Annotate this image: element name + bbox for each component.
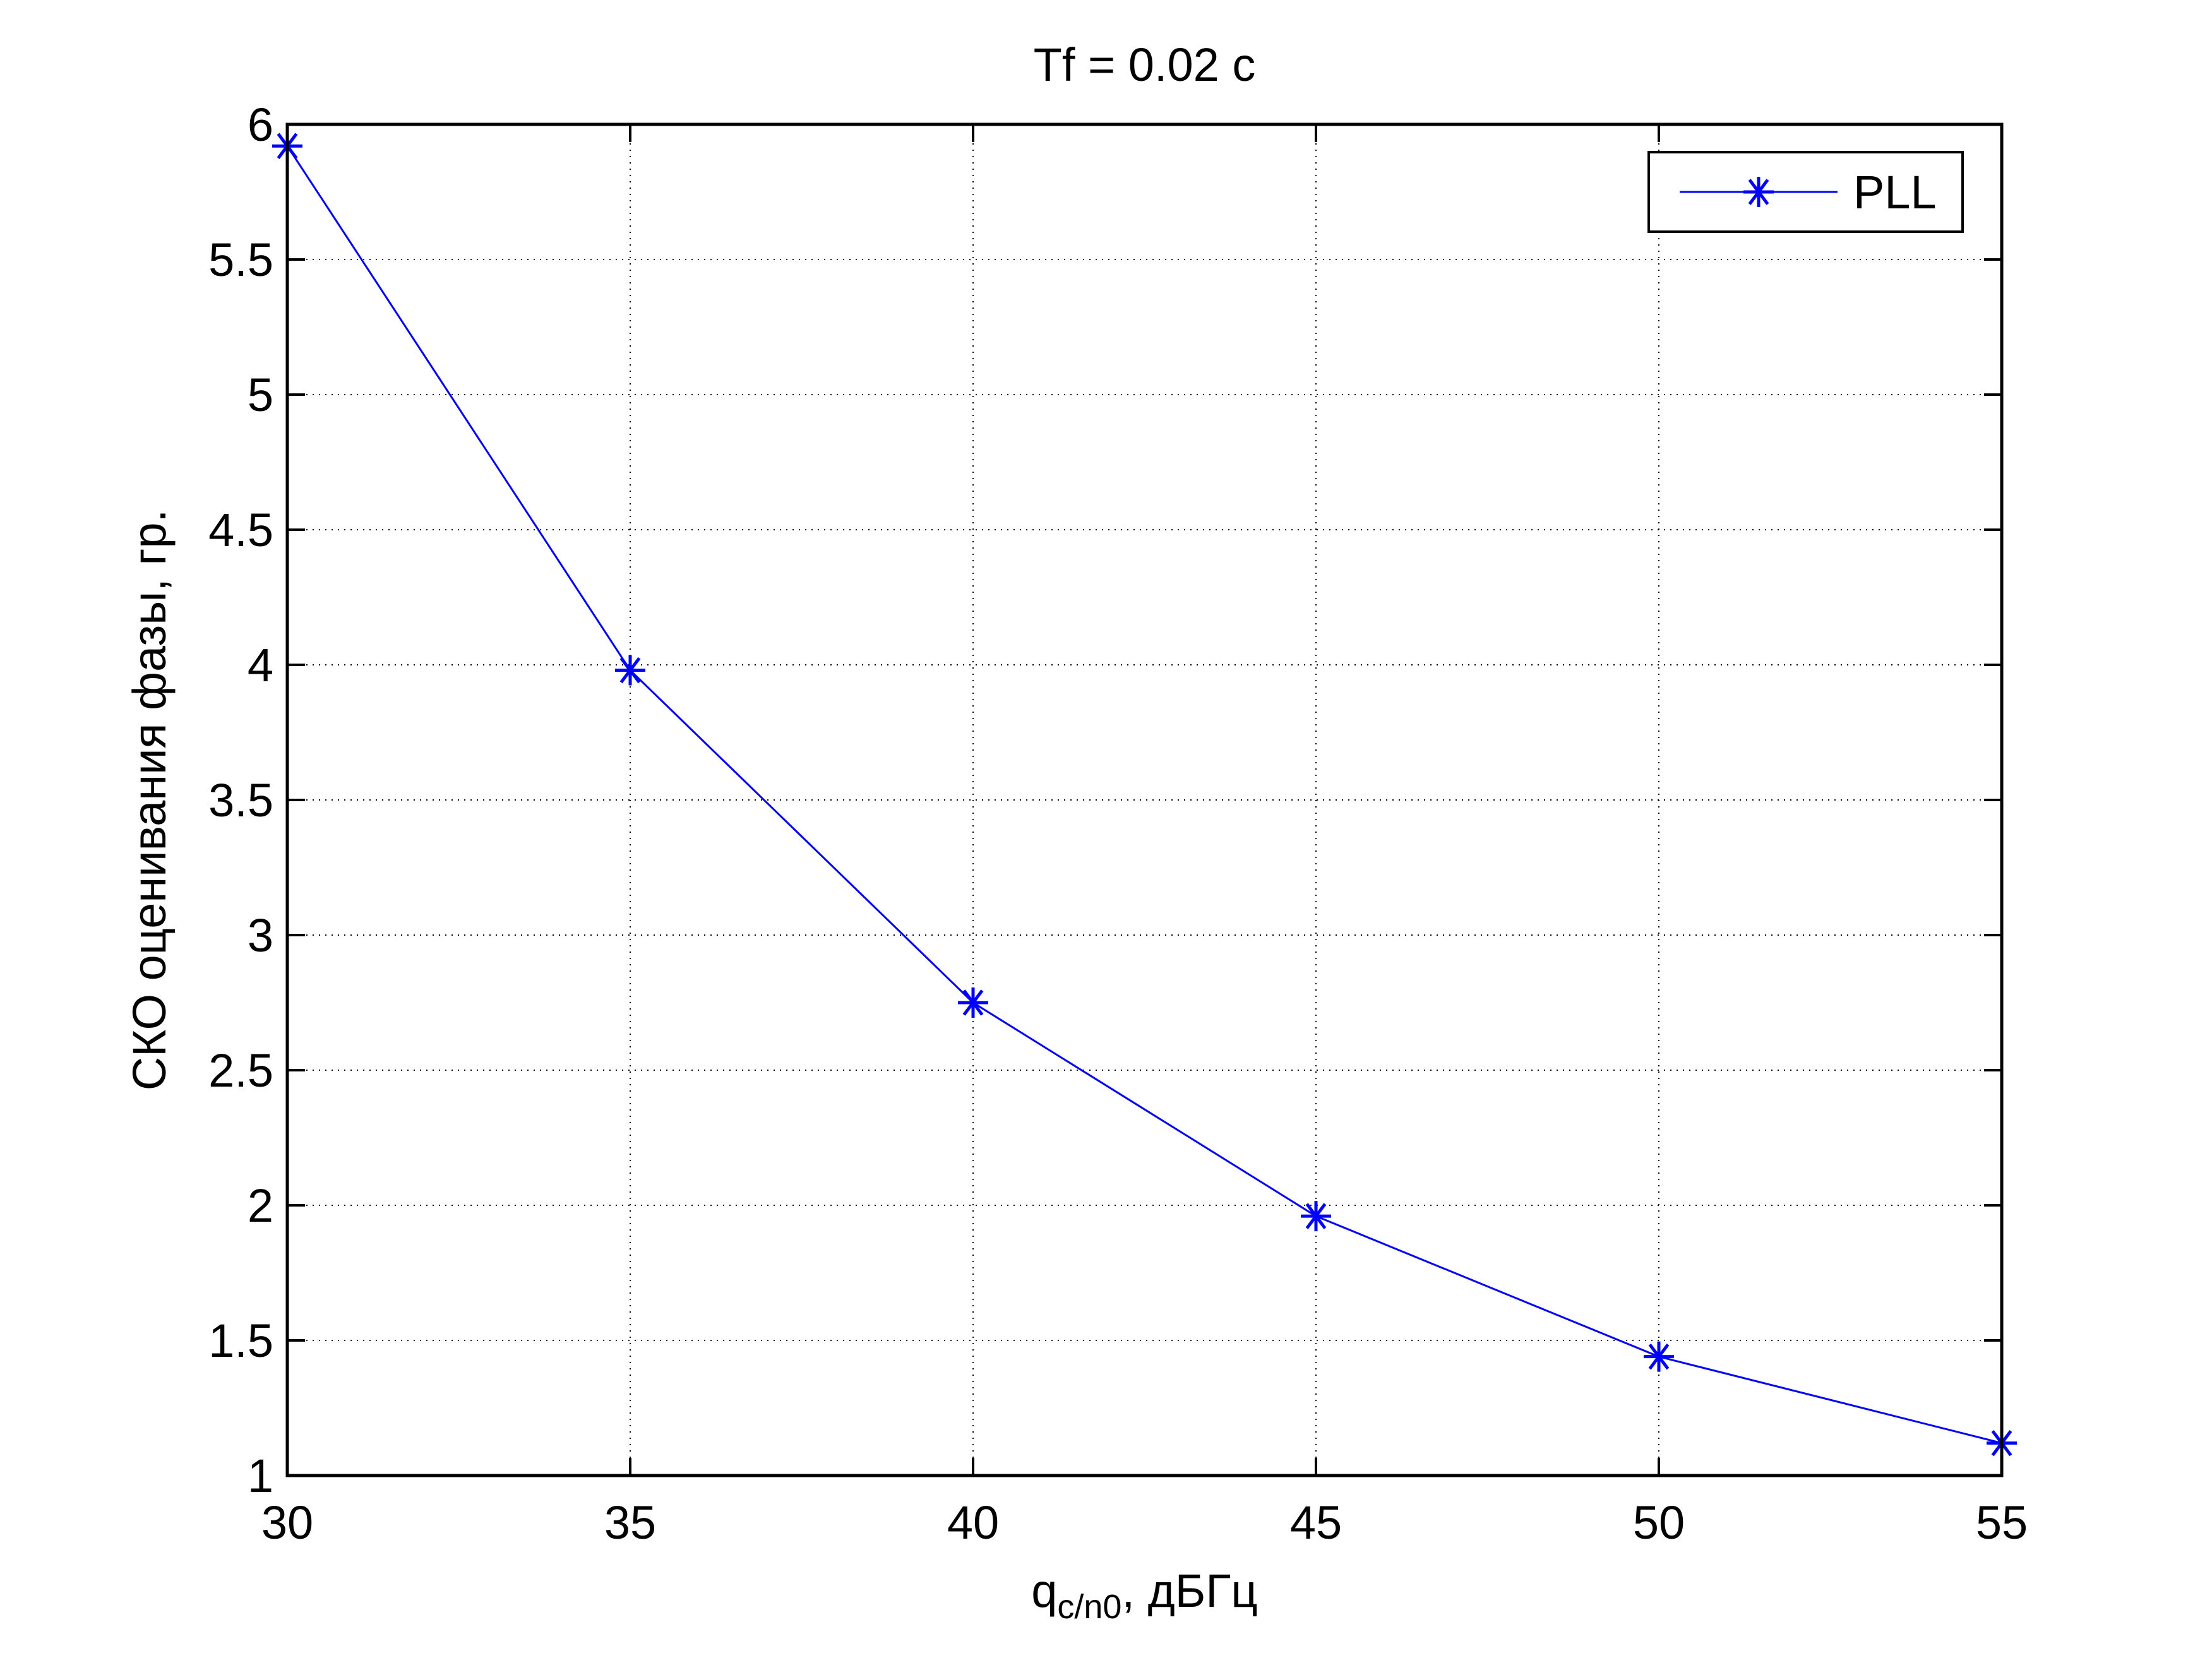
x-axis-label-subscript: c/n0 [1057,1588,1121,1626]
legend-marker-icon [1743,177,1774,207]
y-tick-label: 5.5 [208,234,273,286]
legend: PLL [1647,151,1964,233]
y-tick-label: 3.5 [208,774,273,826]
x-axis-label: qc/n0, дБГц [1031,1565,1258,1626]
data-point-marker [1644,1341,1674,1372]
series-line [286,145,2002,1445]
legend-label: PLL [1853,166,1937,218]
x-tick-label: 50 [1633,1496,1685,1549]
y-tick-label: 2 [248,1179,273,1232]
y-tick-label: 4.5 [208,504,273,556]
x-tick-label: 55 [1976,1496,2028,1549]
y-tick-label: 3 [248,909,273,962]
y-tick-label: 4 [248,639,273,691]
data-point-marker [615,655,645,686]
chart-title: Tf = 0.02 c [1034,39,1256,91]
ticks: 30 35 40 45 50 55 1 1.5 2 2.5 3 3.5 4 4.5 5 5.5 6 [208,98,2028,1549]
legend-asterisk-icon [1743,177,1774,207]
data-point-marker [958,987,988,1018]
y-tick-label: 5 [248,369,273,421]
y-axis-label: СКО оценивания фазы, гр. [123,510,176,1091]
x-axis-label-main: q [1031,1565,1057,1617]
x-tick-label: 35 [604,1496,656,1549]
x-tick-label: 40 [947,1496,999,1549]
y-tick-label: 2.5 [208,1044,273,1097]
x-tick-label: 30 [261,1496,313,1549]
x-axis-label-suffix: , дБГц [1121,1565,1257,1617]
y-tick-label: 6 [248,98,273,151]
y-tick-label: 1.5 [208,1315,273,1367]
data-point-marker [1301,1201,1331,1232]
x-tick-label: 45 [1290,1496,1342,1549]
y-tick-label: 1 [248,1450,273,1502]
